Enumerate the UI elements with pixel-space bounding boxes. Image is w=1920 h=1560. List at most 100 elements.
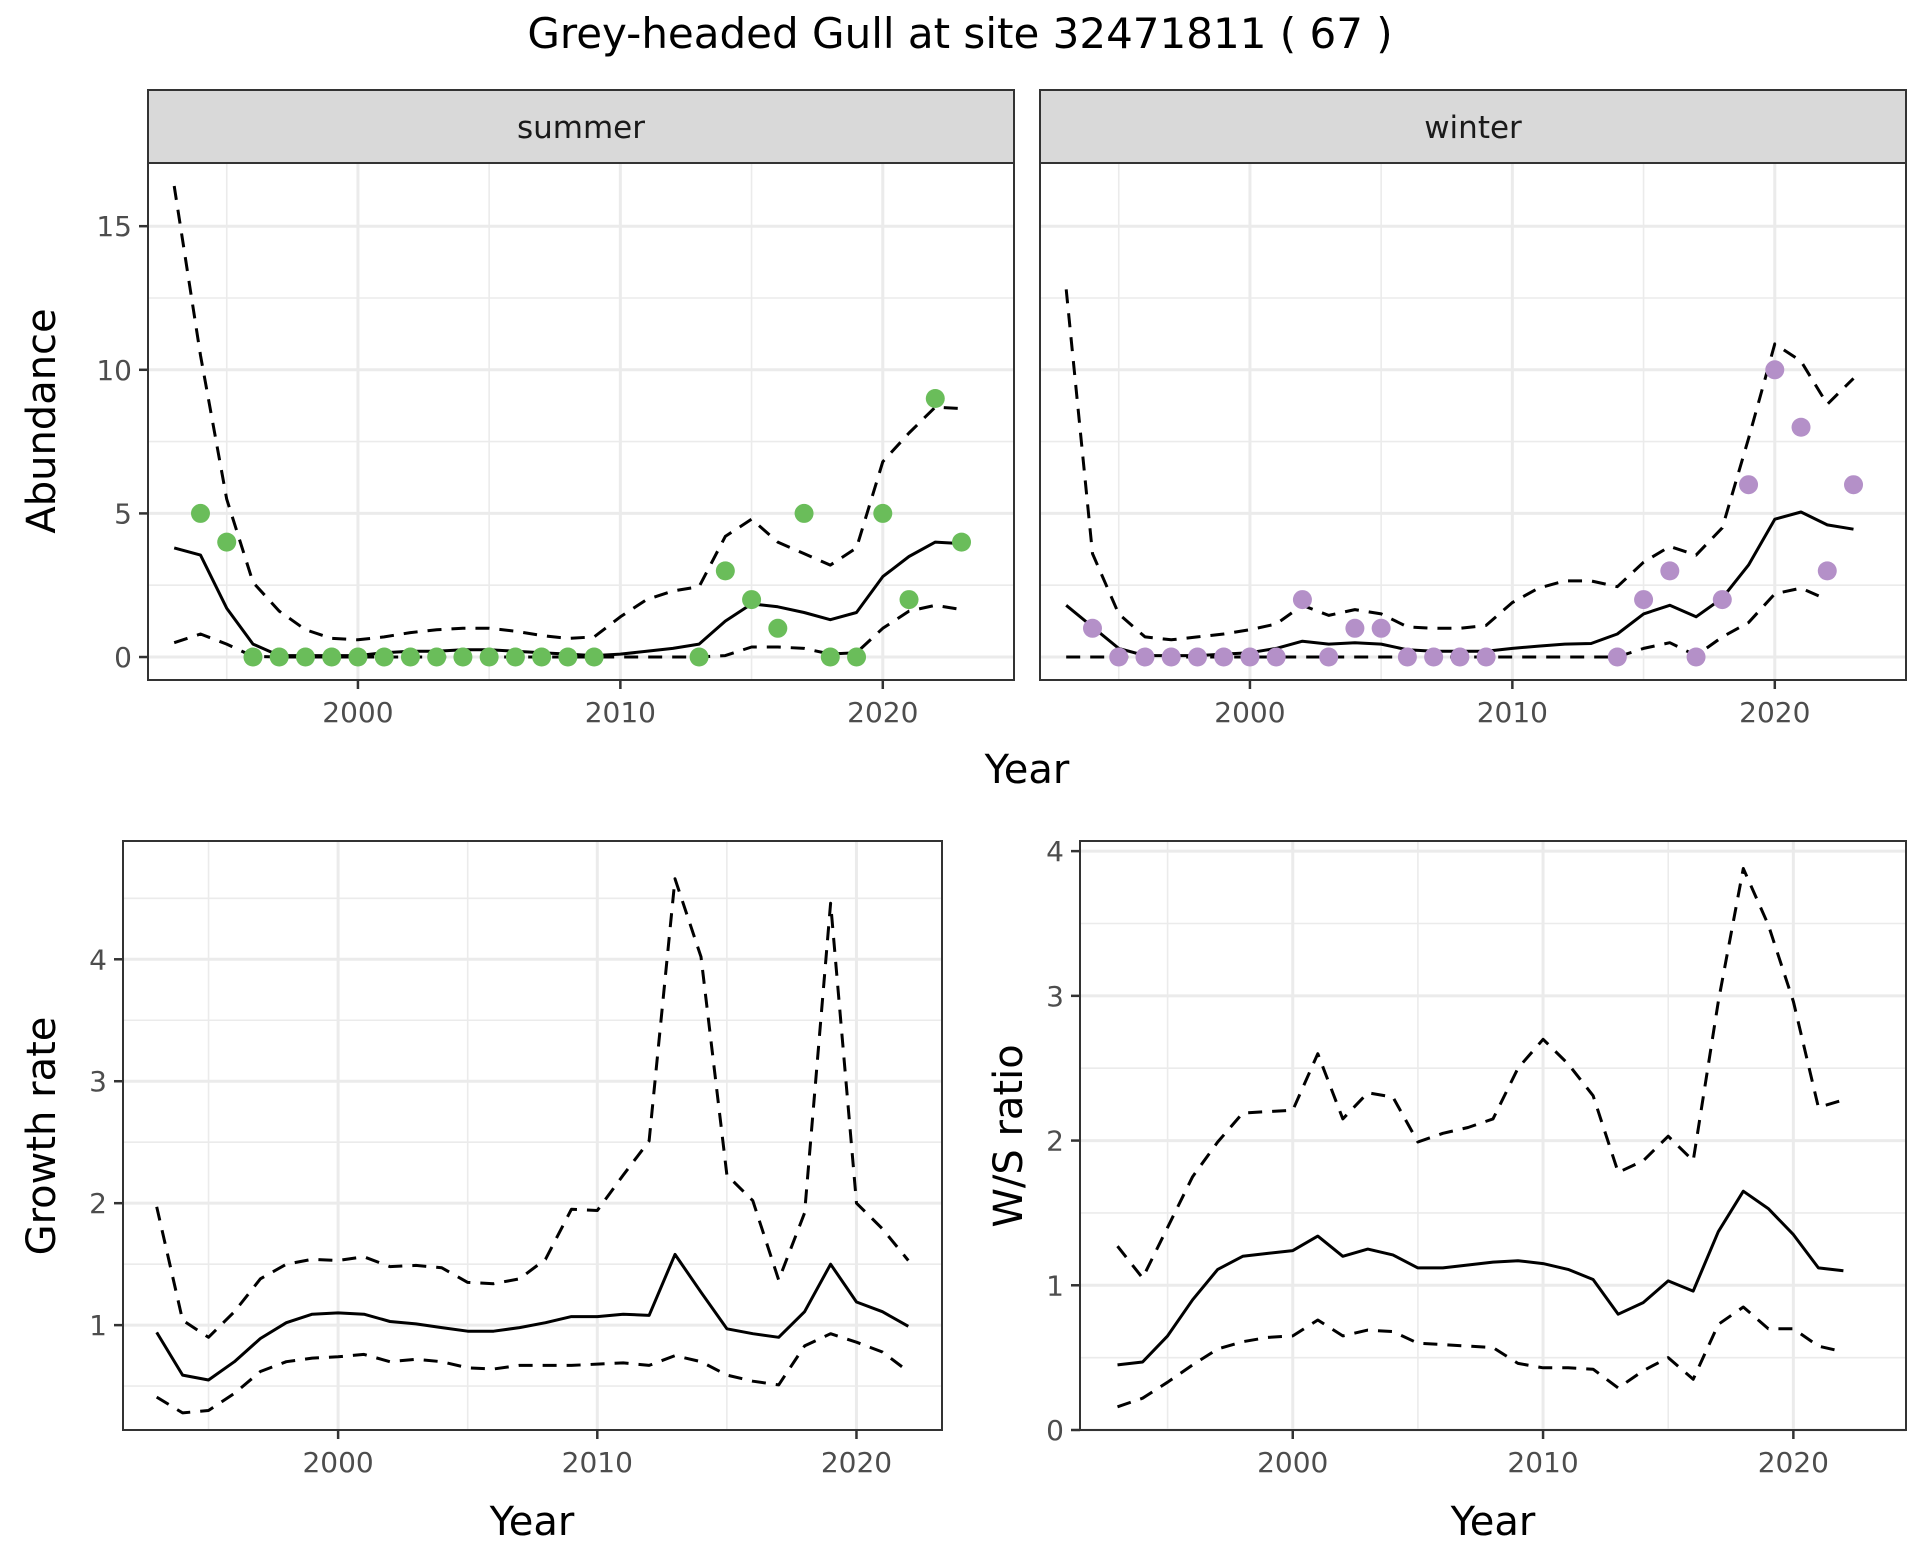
growth-xtick-label: 2000: [302, 1446, 373, 1479]
panel-ws-ratio: 0 1 2 3 4 2000 2010 2020: [1046, 835, 1907, 1479]
summer-point: [190, 503, 210, 523]
summer-point: [768, 618, 788, 638]
ws-line-upper: [1116, 867, 1844, 1280]
winter-point: [1240, 647, 1260, 667]
summer-ytick-label: 5: [114, 497, 132, 530]
chart-title: Grey-headed Gull at site 32471811 ( 67 ): [527, 9, 1392, 58]
summer-point: [269, 647, 289, 667]
winter-point: [1791, 417, 1811, 437]
summer-point: [847, 647, 867, 667]
xticks-ws: 2000 2010 2020: [1257, 1430, 1829, 1479]
summer-point: [453, 647, 473, 667]
summer-point: [243, 647, 263, 667]
summer-point: [427, 647, 447, 667]
summer-point: [715, 561, 735, 581]
ws-ytick-label: 1: [1046, 1269, 1064, 1302]
growth-xtick-label: 2010: [562, 1446, 633, 1479]
marks-growth: [155, 877, 910, 1415]
ws-xtick-label: 2020: [1758, 1446, 1829, 1479]
winter-point: [1135, 647, 1155, 667]
growth-line-upper: [155, 877, 910, 1339]
growth-xtick-label: 2020: [821, 1446, 892, 1479]
ws-ytick-label: 0: [1046, 1414, 1064, 1447]
grid-summer: [148, 163, 1015, 680]
summer-point: [952, 532, 972, 552]
summer-point: [322, 647, 342, 667]
summer-point: [295, 647, 315, 667]
ws-ytick-label: 4: [1046, 835, 1064, 868]
growth-line-estimate: [155, 1252, 910, 1382]
summer-point: [584, 647, 604, 667]
winter-point: [1686, 647, 1706, 667]
grid-winter: [1040, 163, 1907, 680]
winter-point: [1634, 590, 1654, 610]
summer-point: [558, 647, 578, 667]
xticks-winter: 2000 2010 2020: [1214, 680, 1810, 729]
strip-summer-bg: [147, 89, 1015, 164]
summer-point: [742, 590, 762, 610]
yticks-summer: 0 5 10 15: [96, 210, 148, 674]
winter-point: [1214, 647, 1234, 667]
panel-growth: 1 2 3 4 2000 2010 2020: [89, 840, 943, 1479]
summer-xtick-label: 2020: [847, 696, 918, 729]
summer-point: [532, 647, 552, 667]
grid-ws: [1080, 841, 1906, 1432]
summer-point: [374, 647, 394, 667]
summer-point: [217, 532, 237, 552]
winter-xtick-label: 2010: [1477, 696, 1548, 729]
winter-point: [1319, 647, 1339, 667]
ws-ytick-label: 3: [1046, 980, 1064, 1013]
summer-line-upper: [172, 185, 962, 642]
winter-point: [1607, 647, 1627, 667]
growth-xlabel: Year: [489, 1499, 575, 1545]
strip-label-summer: summer: [517, 110, 645, 146]
summer-xtick-label: 2000: [322, 696, 393, 729]
summer-ytick-label: 0: [114, 641, 132, 674]
summer-xtick-label: 2010: [585, 696, 656, 729]
summer-point: [873, 503, 893, 523]
winter-xtick-label: 2000: [1214, 696, 1285, 729]
winter-point: [1109, 647, 1129, 667]
winter-point: [1739, 475, 1759, 495]
summer-point: [689, 647, 709, 667]
winter-point: [1712, 590, 1732, 610]
growth-ytick-label: 1: [89, 1309, 107, 1342]
summer-point: [348, 647, 368, 667]
grid-growth: [123, 841, 942, 1430]
winter-point: [1817, 561, 1837, 581]
strip-label-winter: winter: [1424, 110, 1522, 146]
ws-ylabel: W/S ratio: [986, 1044, 1032, 1227]
winter-point: [1397, 647, 1417, 667]
panel-border-ws: [1079, 840, 1907, 1431]
summer-line-estimate: [173, 540, 962, 658]
winter-xtick-label: 2020: [1739, 696, 1810, 729]
summer-ytick-label: 15: [96, 210, 132, 243]
panel-border-summer: [147, 162, 1015, 681]
winter-point: [1082, 618, 1102, 638]
winter-point: [1450, 647, 1470, 667]
yticks-growth: 1 2 3 4: [89, 943, 123, 1342]
growth-ytick-label: 3: [89, 1065, 107, 1098]
xticks-growth: 2000 2010 2020: [302, 1430, 892, 1479]
winter-point: [1292, 590, 1312, 610]
summer-point: [899, 590, 919, 610]
winter-point: [1266, 647, 1286, 667]
yticks-ws: 0 1 2 3 4: [1046, 835, 1080, 1447]
ws-line-lower: [1117, 1305, 1844, 1409]
growth-ytick-label: 4: [89, 943, 107, 976]
panel-border-winter: [1039, 162, 1907, 681]
marks-summer: [172, 185, 972, 667]
ws-line-estimate: [1117, 1189, 1844, 1367]
winter-point: [1371, 618, 1391, 638]
growth-ylabel: Growth rate: [19, 1017, 65, 1256]
marks-winter: [1064, 289, 1864, 667]
winter-point: [1187, 647, 1207, 667]
summer-point: [505, 647, 525, 667]
summer-point: [820, 647, 840, 667]
ws-ytick-label: 2: [1046, 1125, 1064, 1158]
winter-line-estimate: [1065, 510, 1854, 658]
strip-winter-bg: [1039, 89, 1907, 164]
summer-point: [794, 503, 814, 523]
winter-point: [1660, 561, 1680, 581]
